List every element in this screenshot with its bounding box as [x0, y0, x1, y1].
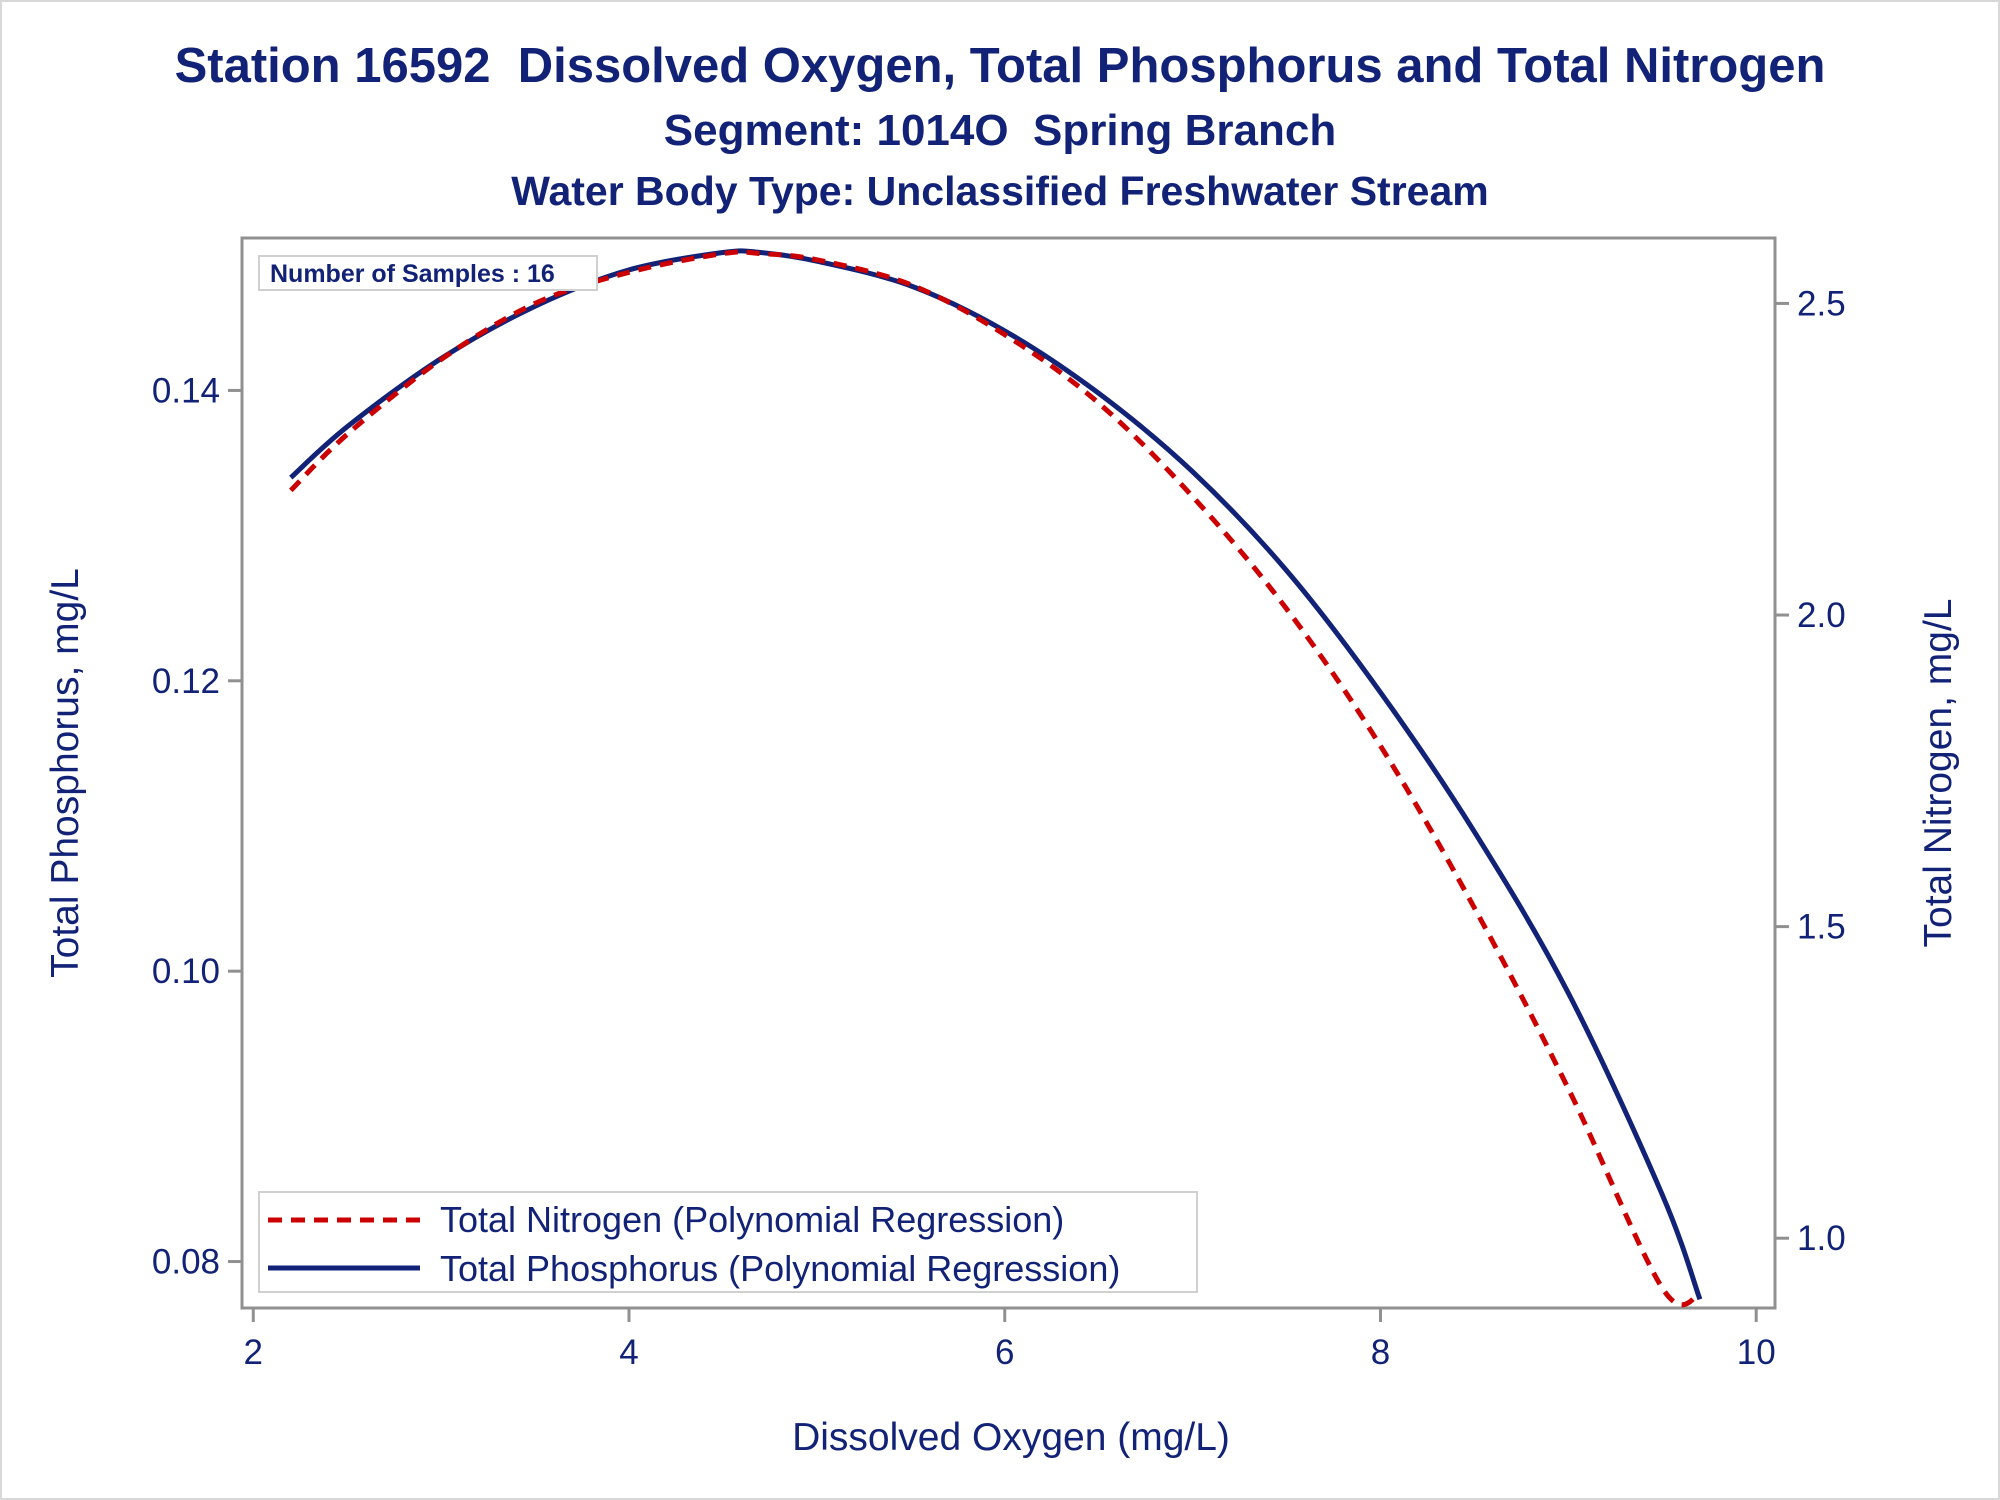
- legend-box: [258, 1191, 1198, 1293]
- chart-subtitle-waterbody: Water Body Type: Unclassified Freshwater…: [511, 168, 1489, 214]
- y-left-tick-label: 0.08: [152, 1243, 220, 1282]
- y-right-tick-label: 2.5: [1797, 284, 1846, 323]
- legend-label-phosphorus: Total Phosphorus (Polynomial Regression): [440, 1248, 1120, 1289]
- series-line-nitrogen: [289, 249, 1701, 1308]
- x-tick-label: 6: [995, 1333, 1014, 1372]
- x-tick-label: 10: [1737, 1333, 1776, 1372]
- y-left-tick-label: 0.12: [152, 662, 220, 701]
- plot-area-frame: [240, 236, 1777, 1310]
- y-axis-left: 0.08 0.10 0.12 0.14: [152, 371, 242, 1282]
- legend-label-nitrogen: Total Nitrogen (Polynomial Regression): [440, 1199, 1064, 1240]
- y-axis-left-title: Total Phosphorus, mg/L: [44, 568, 87, 978]
- y-left-tick-label: 0.14: [152, 371, 220, 410]
- x-axis-title: Dissolved Oxygen (mg/L): [792, 1416, 1230, 1459]
- x-tick-label: 2: [244, 1333, 263, 1372]
- samples-count-text: Number of Samples : 16: [270, 260, 555, 288]
- samples-inset-box: [258, 255, 598, 291]
- series-line-phosphorus: [289, 248, 1703, 1301]
- series-lines: [289, 248, 1703, 1308]
- x-axis: 2 4 6 8 10: [244, 1308, 1776, 1372]
- y-left-tick-label: 0.10: [152, 952, 220, 991]
- chart-subtitle-segment: Segment: 1014O Spring Branch: [663, 106, 1337, 155]
- x-tick-label: 8: [1371, 1333, 1390, 1372]
- y-right-tick-label: 1.0: [1797, 1219, 1846, 1258]
- y-right-tick-label: 2.0: [1797, 596, 1846, 635]
- y-axis-right: 1.0 1.5 2.0 2.5: [1775, 284, 1846, 1258]
- x-tick-label: 4: [619, 1333, 638, 1372]
- y-axis-right-title: Total Nitrogen, mg/L: [1917, 598, 1960, 947]
- chart-title: Station 16592 Dissolved Oxygen, Total Ph…: [174, 39, 1826, 93]
- y-right-tick-label: 1.5: [1797, 908, 1846, 947]
